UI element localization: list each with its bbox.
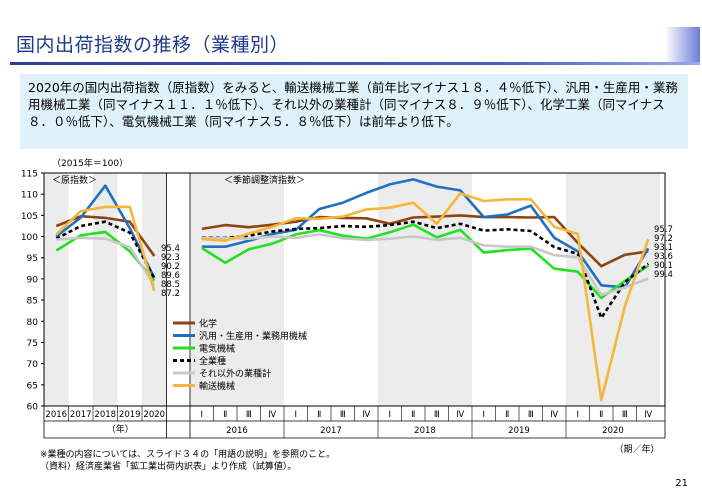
- quarter-year-label: 2017: [320, 426, 342, 436]
- annual-x-label: 2016: [45, 410, 67, 420]
- annual-x-label: 2019: [119, 410, 141, 420]
- y-tick-label: 90: [27, 275, 39, 285]
- quarter-label: Ⅲ: [528, 410, 534, 420]
- quarter-label: Ⅳ: [644, 410, 652, 420]
- quarter-label: Ⅰ: [482, 410, 485, 420]
- quarter-unit-label: （期／年）: [614, 443, 659, 455]
- annual-x-label: 2018: [94, 410, 116, 420]
- page-number: 21: [675, 478, 688, 489]
- legend-label: 輸送機械: [199, 380, 235, 392]
- quarter-label: Ⅰ: [294, 410, 297, 420]
- annual-x-label: 2017: [70, 410, 92, 420]
- y-tick-label: 85: [27, 297, 38, 307]
- quarter-label: Ⅲ: [246, 410, 252, 420]
- annual-end-value-label: 95.4: [161, 244, 180, 254]
- legend-label: 汎用・生産用・業務用機械: [199, 330, 307, 342]
- y-tick-label: 95: [27, 254, 38, 264]
- right-panel-label: ＜季節調整済指数＞: [224, 174, 305, 186]
- quarter-end-value-label: 93.6: [654, 252, 673, 262]
- series-line-quarterly: [201, 178, 650, 289]
- quarter-label: Ⅱ: [599, 410, 603, 420]
- y-tick-label: 80: [27, 318, 39, 328]
- y-tick-label: 100: [21, 233, 38, 243]
- footnote-source: （資料）経済産業省「鉱工業出荷内訳表」より作成（試算値）。: [40, 462, 297, 472]
- quarter-label: Ⅳ: [268, 410, 276, 420]
- quarter-label: Ⅱ: [505, 410, 509, 420]
- y-tick-label: 70: [27, 360, 39, 370]
- y-tick-label: 110: [21, 191, 38, 201]
- annual-end-value-label: 87.2: [161, 289, 180, 299]
- quarter-year-label: 2018: [414, 426, 436, 436]
- title-accent: [665, 27, 700, 63]
- quarter-label: Ⅳ: [550, 410, 558, 420]
- quarter-label: Ⅳ: [362, 410, 370, 420]
- annual-x-label: 2020: [143, 410, 165, 420]
- legend-label: 電気機械: [199, 343, 235, 355]
- quarter-label: Ⅰ: [576, 410, 579, 420]
- series-line-quarterly: [201, 223, 650, 300]
- y-tick-label: 75: [27, 339, 38, 349]
- y-tick-label: 65: [27, 381, 38, 391]
- annual-shade-band: [44, 173, 69, 406]
- series-line-annual: [55, 205, 156, 292]
- series-line-quarterly: [201, 220, 650, 320]
- quarter-label: Ⅱ: [317, 410, 321, 420]
- quarter-label: Ⅳ: [456, 410, 464, 420]
- left-panel-label: ＜原指数＞: [52, 174, 97, 186]
- y-tick-label: 105: [21, 212, 38, 222]
- annual-end-value-label: 89.6: [161, 271, 180, 281]
- quarter-label: Ⅲ: [434, 410, 440, 420]
- quarter-end-value-label: 93.1: [654, 243, 673, 253]
- annual-unit-label: （年）: [107, 423, 134, 435]
- legend-label: それ以外の業種計: [199, 368, 271, 380]
- annual-end-value-label: 92.3: [161, 253, 180, 263]
- quarter-label: Ⅲ: [340, 410, 346, 420]
- legend-label: 化学: [199, 318, 217, 330]
- series-line-quarterly: [201, 233, 649, 297]
- quarter-end-value-label: 95.7: [654, 225, 673, 235]
- quarter-year-label: 2016: [226, 426, 248, 436]
- y-tick-label: 60: [27, 403, 39, 413]
- annual-end-value-label: 90.2: [161, 262, 180, 272]
- annual-end-value-label: 88.5: [161, 280, 180, 290]
- quarter-label: Ⅱ: [411, 410, 415, 420]
- series-line-annual: [55, 184, 156, 279]
- quarter-year-label: 2019: [508, 426, 530, 436]
- quarter-label: Ⅰ: [388, 410, 391, 420]
- summary-box: 2020年の国内出荷指数（原指数）をみると、輸送機械工業（前年比マイナス１８．４…: [20, 74, 688, 149]
- quarter-label: Ⅰ: [200, 410, 203, 420]
- quarter-end-value-label: 97.2: [654, 234, 673, 244]
- footnote-note: ※業種の内容については、スライド３４の「用語の説明」を参照のこと。: [40, 450, 336, 460]
- series-line-quarterly: [201, 191, 650, 402]
- series-line-annual: [56, 236, 156, 287]
- page-title: 国内出荷指数の推移（業種別）: [16, 34, 290, 56]
- legend-label: 全業種: [199, 355, 226, 367]
- title-rule: [10, 62, 700, 65]
- y-tick-label: 115: [21, 170, 38, 180]
- base-year-label: （2015年＝100）: [52, 157, 128, 169]
- quarter-end-value-label: 99.4: [654, 270, 673, 280]
- quarter-label: Ⅱ: [223, 410, 227, 420]
- quarter-year-label: 2020: [602, 426, 624, 436]
- series-line-annual: [55, 220, 156, 279]
- annual-shade-band: [93, 173, 118, 406]
- quarter-shade-band: [190, 173, 284, 406]
- quarter-label: Ⅲ: [622, 410, 628, 420]
- quarter-end-value-label: 90.1: [654, 261, 673, 271]
